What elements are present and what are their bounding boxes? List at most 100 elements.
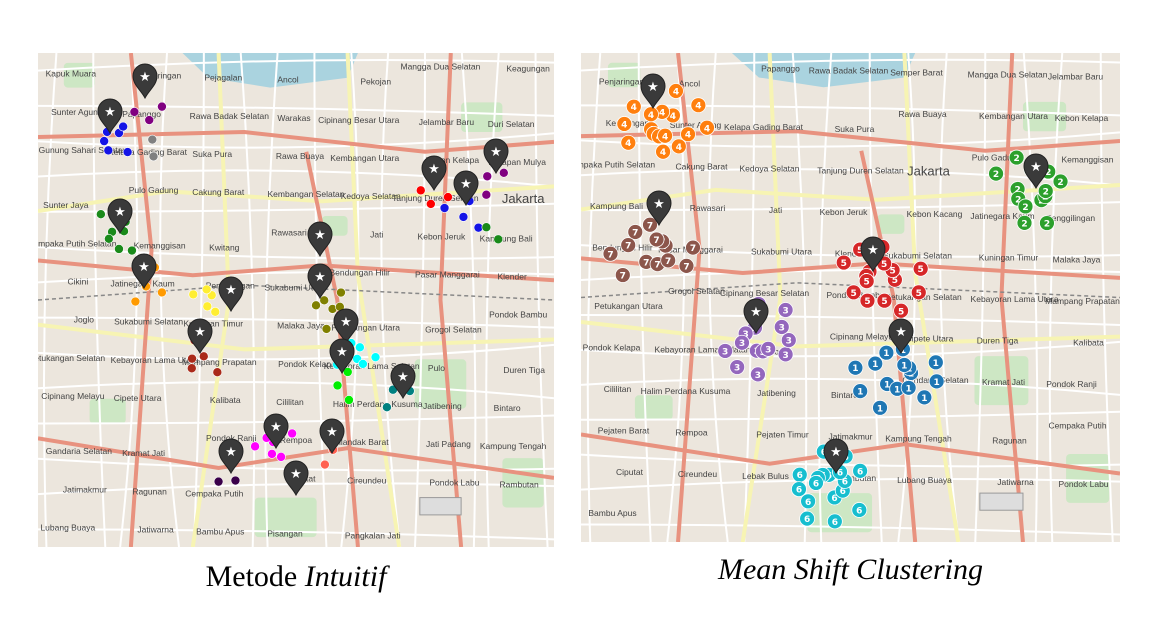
point-circle — [847, 359, 864, 376]
cluster-point: 1 — [927, 354, 944, 371]
pin-shape — [421, 155, 447, 192]
minor-road — [38, 58, 554, 72]
point-circle — [620, 237, 637, 253]
place-label: Kalibata — [210, 395, 241, 405]
cluster-point: 3 — [773, 319, 790, 335]
cluster-point: 3 — [777, 302, 794, 318]
point-circle — [625, 98, 642, 115]
place-label: Ciputat — [616, 467, 644, 477]
point-circle — [760, 341, 777, 357]
pin-shape — [860, 236, 886, 273]
place-label: Kampung Bali — [590, 201, 643, 211]
caption-left-plain: Metode — [205, 560, 305, 593]
place-label: Cipinang Besar Selatan — [720, 288, 810, 298]
star-icon: ★ — [290, 467, 302, 482]
cluster-point: 1 — [916, 389, 933, 406]
place-label: Cikini — [67, 277, 88, 287]
point-cluster-id: 7 — [654, 261, 660, 271]
data-point — [267, 449, 277, 459]
data-point — [104, 234, 114, 244]
place-label: Pondok Ranji — [1046, 379, 1097, 389]
point-cluster-id: 4 — [685, 131, 691, 141]
cluster-point: 4 — [680, 126, 696, 143]
point-cluster-id: 6 — [832, 518, 838, 528]
point-circle — [835, 254, 852, 271]
centroid-star-marker: ★ — [329, 338, 355, 375]
place-label: Petukangan Utara — [594, 301, 663, 311]
place-label: Kebayoran Lama Utara — [111, 355, 199, 365]
data-point — [148, 151, 159, 162]
data-point — [250, 441, 260, 452]
minor-road — [414, 53, 426, 547]
data-point — [210, 306, 221, 317]
data-point — [147, 134, 158, 145]
data-point — [493, 234, 504, 245]
star-icon: ★ — [194, 325, 206, 340]
pin-shape — [107, 198, 133, 235]
minor-road — [38, 169, 554, 188]
minor-road — [581, 131, 1120, 148]
minor-road — [1048, 53, 1064, 542]
cluster-point: 1 — [900, 379, 917, 396]
point-cluster-id: 6 — [813, 479, 819, 489]
place-label: Jelambar Baru — [419, 117, 475, 127]
point-cluster-id: 5 — [881, 260, 887, 270]
point-circle — [859, 292, 876, 309]
place-label: Mampang Prapatan — [182, 357, 257, 367]
pin-shape — [823, 438, 849, 475]
centroid-star-marker: ★ — [483, 138, 509, 175]
cluster-point: 7 — [685, 239, 701, 256]
minor-road — [708, 53, 729, 542]
star-icon: ★ — [336, 345, 348, 360]
data-point — [415, 185, 426, 196]
point-cluster-id: 2 — [1021, 219, 1027, 229]
data-point — [198, 351, 209, 362]
place-label: Ragunan — [132, 486, 167, 496]
pin-shape — [329, 338, 355, 375]
cluster-point: 2 — [1052, 173, 1069, 190]
point-cluster-id: 3 — [734, 364, 740, 374]
point-circle — [773, 319, 790, 335]
point-circle — [928, 373, 945, 390]
star-icon: ★ — [750, 305, 762, 320]
map-canvas-right: Penjaringan Ancol Papanggo Rawa Badak Selat… — [581, 53, 1120, 542]
place-label: Kuningan Timur — [979, 252, 1039, 262]
cluster-point: 6 — [791, 466, 808, 483]
cluster-point: 7 — [627, 224, 644, 240]
cluster-point: 3 — [734, 334, 750, 351]
point-cluster-id: 4 — [659, 108, 665, 118]
place-label: Kebon Kelapa — [426, 155, 480, 165]
star-icon: ★ — [830, 445, 842, 460]
star-icon: ★ — [314, 270, 326, 285]
caption-mean-shift-clustering: Mean Shift Clustering — [718, 553, 983, 586]
pin-shape — [218, 276, 244, 313]
point-cluster-id: 4 — [673, 88, 679, 98]
pin-shape — [131, 253, 157, 290]
minor-road — [581, 453, 1120, 468]
place-label: Cipinang Melayu — [41, 391, 105, 401]
star-icon: ★ — [104, 105, 116, 120]
star-icon: ★ — [490, 145, 502, 160]
place-label: Kembangan Utara — [330, 153, 399, 163]
park-area — [414, 359, 467, 409]
minor-road — [581, 340, 1120, 358]
place-label: Penjaringan — [136, 71, 182, 81]
data-point — [157, 101, 167, 112]
cluster-point: 4 — [670, 138, 687, 155]
cluster-point: 3 — [780, 332, 797, 349]
place-label: Jati Padang — [426, 439, 471, 449]
point-cluster-id: 2 — [1045, 168, 1051, 178]
place-label: Malaka Jaya — [277, 321, 325, 331]
cluster-point: 4 — [655, 143, 671, 160]
point-circle — [777, 302, 794, 318]
minor-road — [340, 53, 360, 547]
data-point — [130, 296, 141, 307]
point-circle — [1037, 183, 1054, 199]
place-label: Klender — [497, 272, 526, 282]
place-label: Cilandak Barat — [333, 437, 389, 447]
point-cluster-id: 4 — [695, 102, 701, 112]
place-label: Lubang Buaya — [897, 475, 952, 485]
star-icon: ★ — [225, 445, 237, 460]
centroid-star-marker: ★ — [823, 438, 849, 475]
cluster-point: 7 — [614, 267, 631, 283]
